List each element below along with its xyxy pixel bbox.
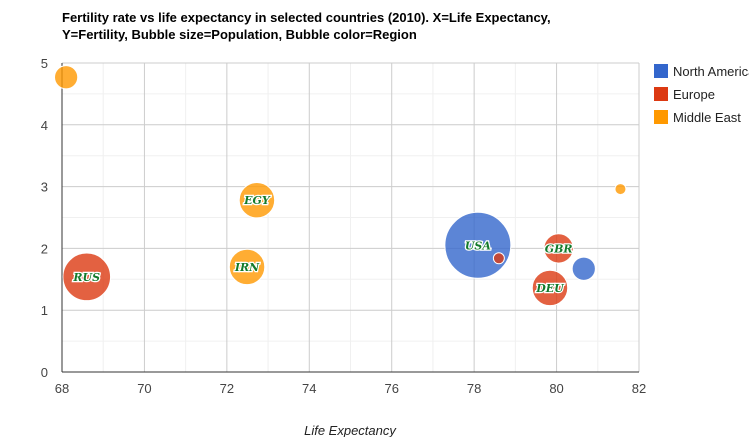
- bubble-label-irn: IRN: [234, 261, 260, 274]
- bubble-irn[interactable]: [228, 248, 266, 286]
- legend-swatch: [654, 110, 668, 124]
- bubble-label-deu: DEU: [535, 282, 565, 295]
- legend-item-europe[interactable]: Europe: [654, 87, 715, 102]
- legend-label: Europe: [673, 87, 715, 102]
- y-tick-label: 5: [41, 56, 48, 71]
- bubble-label-rus: RUS: [72, 271, 100, 284]
- legend-label: North America: [673, 64, 749, 79]
- x-axis-title: Life Expectancy: [304, 423, 397, 437]
- legend-swatch: [654, 87, 668, 101]
- bubble-labels: USA RUS EGY IRN DEU GBR: [71, 193, 574, 296]
- x-tick-label: 80: [549, 381, 563, 396]
- x-tick-label: 76: [384, 381, 398, 396]
- legend[interactable]: North America Europe Middle East: [654, 64, 749, 125]
- bubble-middle-east[interactable]: [54, 65, 79, 90]
- chart-title-line-2: Y=Fertility, Bubble size=Population, Bub…: [62, 27, 417, 42]
- bubbles: [54, 65, 627, 307]
- x-tick-label: 72: [220, 381, 234, 396]
- legend-label: Middle East: [673, 110, 741, 125]
- y-tick-label: 2: [41, 241, 48, 256]
- bubble-gbr[interactable]: [543, 233, 574, 264]
- bubble-europe[interactable]: [492, 252, 505, 265]
- x-tick-label: 70: [137, 381, 151, 396]
- x-tick-label: 74: [302, 381, 316, 396]
- legend-item-middle-east[interactable]: Middle East: [654, 110, 741, 125]
- grid-lines: [62, 62, 640, 372]
- bubble-deu[interactable]: [531, 269, 569, 307]
- x-tick-label: 82: [632, 381, 646, 396]
- axes: [61, 63, 639, 373]
- bubble-middle-east[interactable]: [614, 183, 627, 196]
- y-tick-label: 0: [41, 365, 48, 380]
- legend-swatch: [654, 64, 668, 78]
- x-tick-label: 68: [55, 381, 69, 396]
- x-tick-label: 78: [467, 381, 481, 396]
- tick-labels: 68 70 72 74 76 78 80 82 0 1 2 3 4 5: [41, 56, 646, 396]
- y-tick-label: 3: [41, 180, 48, 195]
- bubble-label-usa: USA: [465, 239, 492, 252]
- y-tick-label: 1: [41, 303, 48, 318]
- bubble-rus[interactable]: [62, 252, 112, 302]
- bubble-north-america[interactable]: [571, 256, 596, 281]
- bubble-label-egy: EGY: [243, 194, 271, 207]
- chart-title-line-1: Fertility rate vs life expectancy in sel…: [62, 10, 551, 25]
- bubble-egy[interactable]: [238, 181, 276, 219]
- bubble-label-gbr: GBR: [545, 242, 573, 255]
- legend-item-north-america[interactable]: North America: [654, 64, 749, 79]
- y-tick-label: 4: [41, 118, 48, 133]
